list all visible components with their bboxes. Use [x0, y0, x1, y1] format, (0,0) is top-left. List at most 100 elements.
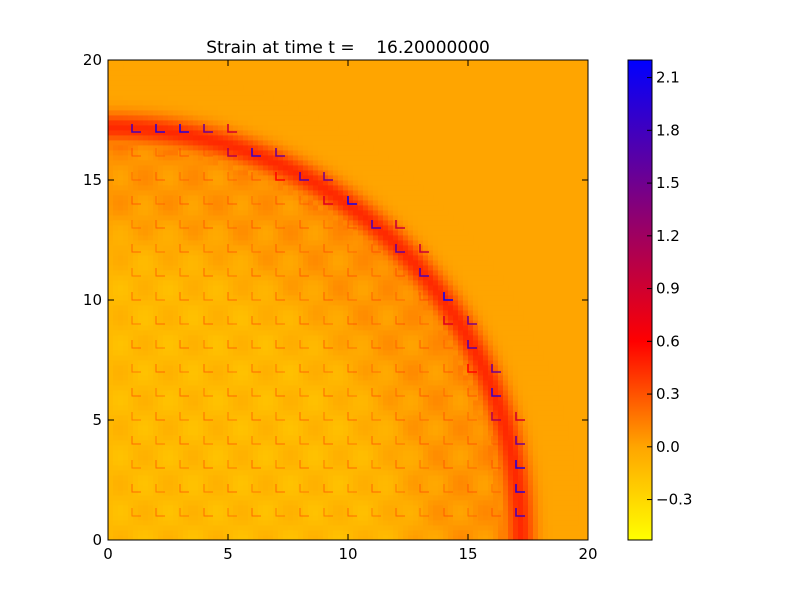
heatmap-cell	[308, 425, 314, 431]
heatmap-cell	[333, 305, 339, 311]
heatmap-cell	[268, 370, 274, 376]
heatmap-cell	[308, 350, 314, 356]
heatmap-cell	[198, 410, 204, 416]
heatmap-cell	[223, 535, 229, 540]
heatmap-cell	[218, 120, 224, 126]
heatmap-cell	[348, 330, 354, 336]
heatmap-cell	[328, 325, 334, 331]
heatmap-cell	[373, 410, 379, 416]
heatmap-cell	[333, 405, 339, 411]
heatmap-cell	[173, 70, 179, 76]
heatmap-cell	[248, 160, 254, 166]
heatmap-cell	[288, 265, 294, 271]
heatmap-cell	[278, 100, 284, 106]
heatmap-cell	[253, 370, 259, 376]
heatmap-cell	[168, 525, 174, 531]
heatmap-cell	[123, 170, 129, 176]
heatmap-cell	[198, 470, 204, 476]
heatmap-cell	[163, 305, 169, 311]
heatmap-cell	[223, 385, 229, 391]
heatmap-cell	[308, 275, 314, 281]
heatmap-cell	[253, 255, 259, 261]
heatmap-cell	[118, 145, 124, 151]
heatmap-cell	[213, 330, 219, 336]
heatmap-cell	[383, 335, 389, 341]
heatmap-cell	[268, 180, 274, 186]
heatmap-cell	[108, 330, 114, 336]
heatmap-cell	[228, 420, 234, 426]
heatmap-cell	[358, 420, 364, 426]
heatmap-cell	[108, 475, 114, 481]
heatmap-cell	[173, 220, 179, 226]
heatmap-cell	[273, 280, 279, 286]
heatmap-cell	[148, 345, 154, 351]
heatmap-cell	[298, 455, 304, 461]
heatmap-cell	[118, 260, 124, 266]
heatmap-cell	[188, 480, 194, 486]
heatmap-cell	[363, 145, 369, 151]
heatmap-cell	[313, 510, 319, 516]
heatmap-cell	[108, 365, 114, 371]
heatmap-cell	[198, 205, 204, 211]
heatmap-cell	[268, 110, 274, 116]
heatmap-cell	[263, 340, 269, 346]
heatmap-cell	[193, 235, 199, 241]
heatmap-cell	[243, 445, 249, 451]
heatmap-cell	[238, 525, 244, 531]
heatmap-cell	[158, 85, 164, 91]
heatmap-cell	[243, 145, 249, 151]
heatmap-cell	[258, 445, 264, 451]
heatmap-cell	[333, 360, 339, 366]
heatmap-cell	[378, 195, 384, 201]
heatmap-cell	[383, 330, 389, 336]
heatmap-cell	[348, 495, 354, 501]
heatmap-cell	[118, 160, 124, 166]
heatmap-cell	[293, 525, 299, 531]
heatmap-cell	[173, 280, 179, 286]
heatmap-cell	[343, 495, 349, 501]
heatmap-cell	[173, 430, 179, 436]
heatmap-cell	[168, 495, 174, 501]
heatmap-cell	[258, 325, 264, 331]
heatmap-cell	[333, 180, 339, 186]
heatmap-cell	[168, 160, 174, 166]
heatmap-cell	[138, 240, 144, 246]
heatmap-cell	[243, 285, 249, 291]
heatmap-cell	[253, 420, 259, 426]
heatmap-cell	[153, 395, 159, 401]
heatmap-cell	[128, 200, 134, 206]
heatmap-cell	[108, 190, 114, 196]
heatmap-cell	[183, 500, 189, 506]
heatmap-cell	[153, 230, 159, 236]
heatmap-cell	[218, 235, 224, 241]
heatmap-cell	[368, 520, 374, 526]
heatmap-cell	[348, 195, 354, 201]
heatmap-cell	[278, 365, 284, 371]
heatmap-cell	[318, 360, 324, 366]
heatmap-cell	[313, 135, 319, 141]
heatmap-cell	[358, 165, 364, 171]
heatmap-cell	[283, 320, 289, 326]
heatmap-cell	[233, 350, 239, 356]
heatmap-cell	[233, 485, 239, 491]
heatmap-cell	[218, 395, 224, 401]
heatmap-cell	[128, 415, 134, 421]
heatmap-cell	[218, 155, 224, 161]
heatmap-cell	[368, 345, 374, 351]
heatmap-cell	[123, 320, 129, 326]
heatmap-cell	[283, 270, 289, 276]
heatmap-cell	[358, 230, 364, 236]
heatmap-cell	[123, 385, 129, 391]
heatmap-cell	[263, 170, 269, 176]
heatmap-cell	[308, 435, 314, 441]
heatmap-cell	[178, 475, 184, 481]
heatmap-cell	[268, 335, 274, 341]
heatmap-cell	[183, 400, 189, 406]
heatmap-cell	[388, 455, 394, 461]
heatmap-cell	[108, 70, 114, 76]
heatmap-cell	[138, 295, 144, 301]
heatmap-cell	[338, 500, 344, 506]
heatmap-cell	[338, 405, 344, 411]
heatmap-cell	[183, 230, 189, 236]
